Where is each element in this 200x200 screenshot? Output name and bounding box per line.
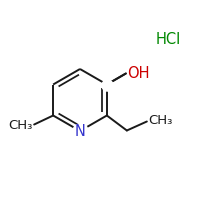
Text: HCl: HCl <box>155 32 181 47</box>
Text: OH: OH <box>127 66 150 81</box>
Text: CH₃: CH₃ <box>9 119 33 132</box>
Text: N: N <box>75 123 85 138</box>
Text: CH₃: CH₃ <box>148 114 172 127</box>
